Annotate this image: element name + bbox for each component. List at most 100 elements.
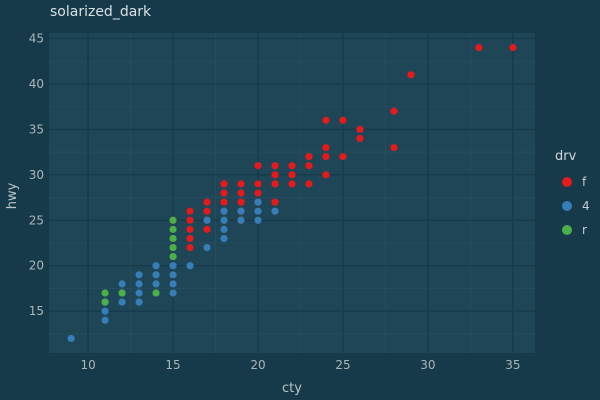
data-point-4: [67, 334, 75, 343]
data-point-4: [237, 207, 245, 215]
data-point-f: [288, 171, 296, 179]
data-point-f: [220, 180, 228, 188]
data-point-f: [475, 43, 483, 52]
data-point-4: [169, 280, 177, 288]
data-point-r: [169, 225, 177, 233]
data-point-f: [203, 207, 211, 215]
data-point-f: [305, 162, 313, 170]
data-point-f: [288, 180, 296, 188]
data-point-4: [101, 316, 109, 324]
data-point-4: [254, 198, 262, 206]
data-point-f: [254, 189, 262, 197]
x-tick-label: 30: [420, 358, 435, 372]
data-point-4: [135, 271, 143, 279]
y-tick-label: 30: [29, 168, 44, 182]
data-point-f: [271, 171, 279, 179]
y-axis-title: hwy: [5, 182, 20, 209]
y-axis-ticks: 15 20 25 30 35 40 45: [29, 31, 44, 318]
data-point-f: [322, 153, 330, 161]
data-point-f: [322, 171, 330, 179]
data-point-f: [203, 198, 211, 206]
data-point-4: [152, 280, 160, 288]
data-point-f: [220, 189, 228, 197]
data-point-4: [186, 262, 194, 270]
data-point-4: [254, 207, 262, 215]
data-point-4: [118, 298, 126, 306]
data-point-4: [271, 207, 279, 215]
data-point-4: [169, 262, 177, 270]
data-point-4: [135, 289, 143, 297]
data-point-4: [220, 207, 228, 215]
data-point-f: [186, 216, 194, 224]
data-point-f: [356, 125, 364, 133]
data-point-f: [237, 180, 245, 188]
data-points: [67, 43, 517, 343]
plot-panel: [49, 33, 535, 353]
x-tick-label: 25: [335, 358, 350, 372]
y-tick-label: 25: [29, 213, 44, 227]
y-tick-label: 15: [29, 304, 44, 318]
data-point-4: [169, 271, 177, 279]
data-point-f: [271, 198, 279, 206]
data-point-f: [254, 162, 262, 170]
x-tick-label: 20: [250, 358, 265, 372]
data-point-4: [203, 243, 211, 252]
y-tick-label: 40: [29, 77, 44, 91]
data-point-f: [509, 43, 517, 52]
data-point-f: [407, 71, 415, 79]
x-axis-ticks: 10 15 20 25 30 35: [80, 358, 520, 372]
data-point-4: [152, 262, 160, 270]
data-point-4: [254, 216, 262, 224]
data-point-f: [237, 189, 245, 197]
legend-label-r: r: [582, 223, 587, 237]
data-point-f: [356, 134, 364, 143]
x-axis-title: cty: [282, 381, 302, 396]
data-point-4: [220, 225, 228, 233]
grid-minor: [49, 33, 535, 353]
y-tick-label: 20: [29, 259, 44, 273]
data-point-f: [322, 116, 330, 124]
x-tick-label: 35: [505, 358, 520, 372]
data-point-f: [390, 107, 398, 115]
data-point-4: [237, 216, 245, 224]
data-point-f: [220, 198, 228, 206]
data-point-f: [186, 234, 194, 243]
data-point-r: [101, 289, 109, 297]
data-point-4: [135, 280, 143, 288]
data-point-4: [101, 307, 109, 315]
legend-label-4: 4: [582, 199, 590, 213]
data-point-f: [305, 153, 313, 161]
data-point-r: [152, 289, 160, 297]
data-point-r: [118, 289, 126, 297]
y-tick-label: 35: [29, 122, 44, 136]
data-point-f: [390, 143, 398, 152]
x-tick-label: 15: [165, 358, 180, 372]
data-point-f: [271, 180, 279, 188]
legend-key-r: [562, 225, 572, 235]
data-point-f: [203, 225, 211, 233]
data-point-f: [237, 198, 245, 206]
data-point-r: [169, 216, 177, 224]
data-point-f: [186, 225, 194, 233]
data-point-r: [169, 234, 177, 243]
chart-title: solarized_dark: [50, 4, 152, 20]
data-point-r: [169, 243, 177, 252]
data-point-f: [288, 162, 296, 170]
data-point-f: [186, 243, 194, 252]
legend-label-f: f: [582, 175, 587, 189]
data-point-4: [220, 234, 228, 243]
data-point-4: [152, 271, 160, 279]
data-point-f: [339, 153, 347, 161]
data-point-f: [186, 207, 194, 215]
data-point-f: [305, 180, 313, 188]
legend-key-4: [562, 201, 572, 211]
legend-key-f: [562, 177, 572, 187]
y-tick-label: 45: [29, 31, 44, 45]
x-tick-label: 10: [80, 358, 95, 372]
data-point-f: [339, 116, 347, 124]
legend-title: drv: [555, 149, 577, 164]
data-point-r: [169, 253, 177, 261]
data-point-r: [101, 298, 109, 306]
